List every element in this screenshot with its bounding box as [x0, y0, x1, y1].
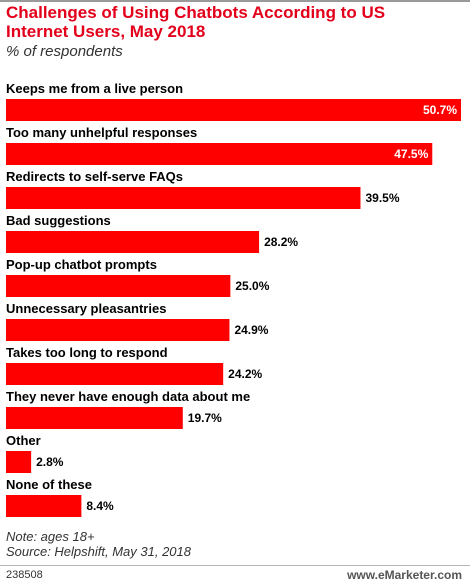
- bar: [6, 275, 231, 297]
- value-label: 39.5%: [365, 191, 399, 205]
- category-label: Too many unhelpful responses: [6, 125, 197, 140]
- value-label: 8.4%: [86, 499, 114, 513]
- category-label: Other: [6, 433, 41, 448]
- bottom-rule: [0, 565, 470, 566]
- category-label: Bad suggestions: [6, 213, 111, 228]
- bar: [6, 143, 433, 165]
- value-label: 2.8%: [36, 455, 64, 469]
- bar: [6, 363, 224, 385]
- category-label: Redirects to self-serve FAQs: [6, 169, 183, 184]
- category-label: Keeps me from a live person: [6, 81, 183, 96]
- bar: [6, 231, 260, 253]
- value-label: 25.0%: [235, 279, 269, 293]
- value-label: 19.7%: [188, 411, 222, 425]
- bar: [6, 319, 230, 341]
- bar: [6, 495, 82, 517]
- bar: [6, 187, 361, 209]
- category-label: Unnecessary pleasantries: [6, 301, 166, 316]
- chart-subtitle: % of respondents: [6, 43, 123, 60]
- chart-title: Challenges of Using Chatbots According t…: [6, 3, 386, 41]
- category-label: Pop-up chatbot prompts: [6, 257, 157, 272]
- bar: [6, 99, 461, 121]
- bar: [6, 451, 32, 473]
- bar: [6, 407, 183, 429]
- category-label: They never have enough data about me: [6, 389, 250, 404]
- category-label: None of these: [6, 477, 92, 492]
- top-rule: [0, 0, 470, 2]
- source: Source: Helpshift, May 31, 2018: [6, 544, 191, 559]
- footnotes: Note: ages 18+ Source: Helpshift, May 31…: [6, 529, 191, 559]
- value-label: 28.2%: [264, 235, 298, 249]
- value-label: 24.9%: [234, 323, 268, 337]
- value-label: 47.5%: [394, 147, 428, 161]
- note: Note: ages 18+: [6, 529, 95, 544]
- brand-logo: www.eMarketer.com: [347, 568, 462, 582]
- category-label: Takes too long to respond: [6, 345, 168, 360]
- chart-id: 238508: [6, 569, 43, 581]
- value-label: 24.2%: [228, 367, 262, 381]
- value-label: 50.7%: [423, 103, 457, 117]
